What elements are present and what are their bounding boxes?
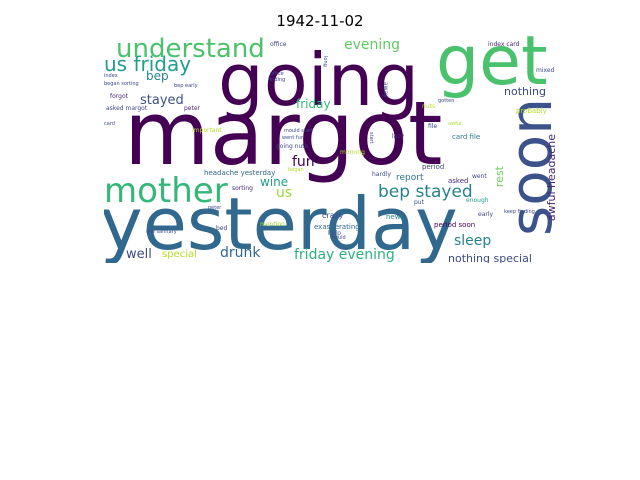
word: began sorting (104, 81, 139, 87)
word: wine (260, 175, 289, 189)
word: went (472, 173, 487, 180)
word: mould (330, 235, 346, 241)
word: stayed (140, 93, 184, 108)
word: mould start (284, 128, 313, 134)
word: evening (344, 37, 401, 53)
word: bep early (174, 83, 198, 89)
word: well (126, 247, 152, 262)
word: index (104, 73, 118, 79)
word: get (436, 36, 548, 101)
word: rest (493, 166, 506, 188)
word: friday (296, 97, 331, 111)
word: asked margot (106, 105, 148, 112)
word: card (104, 121, 115, 127)
word: awful headache (545, 134, 555, 222)
word: period soon (434, 221, 476, 229)
word: began (288, 167, 304, 173)
word: period (422, 163, 445, 171)
word: bep stayed (378, 182, 473, 202)
word: nothing special (448, 252, 532, 263)
word: start (368, 132, 374, 144)
word: morning (340, 149, 365, 156)
word: fun (292, 154, 315, 170)
word: help (328, 230, 341, 237)
word: gotten (438, 98, 455, 104)
word: margot (124, 82, 443, 185)
word: card file (452, 133, 481, 141)
word: mother (104, 171, 228, 211)
word: understand (116, 36, 265, 64)
word: office (270, 41, 287, 48)
word: exasperating (314, 223, 360, 231)
word: us (276, 185, 293, 201)
word: went fun (282, 135, 304, 141)
word: report (396, 173, 424, 183)
word: hardly (372, 171, 391, 178)
word: use sanitary (146, 229, 177, 235)
word: going nuts (276, 143, 308, 150)
word: bep (146, 69, 169, 83)
word: special (162, 249, 197, 260)
word: sleep (454, 233, 492, 249)
page-title: 1942-11-02 (276, 12, 364, 30)
word: friday evening (294, 247, 395, 263)
word: index card (488, 41, 520, 48)
word: nuts (422, 103, 436, 110)
word: going (218, 38, 420, 122)
word: lazy (392, 133, 405, 140)
word-cloud: margot yesterday going get soon mother u… (104, 36, 555, 263)
word: long (322, 56, 328, 67)
word: mixed (536, 67, 555, 74)
word: news (386, 213, 405, 221)
word: keep finding (504, 209, 535, 215)
word: office (270, 71, 284, 77)
word: put (414, 199, 424, 206)
word: yesterday (104, 182, 458, 263)
word: awful (448, 121, 462, 127)
word: peter (184, 105, 201, 112)
word: crazy (322, 211, 344, 220)
word: probably (516, 107, 547, 115)
word: bed (216, 225, 228, 232)
word: important (192, 127, 222, 134)
word: sorting (232, 185, 253, 192)
word: away (382, 82, 389, 98)
word: headache yesterday (204, 169, 276, 177)
word: nothing (504, 85, 546, 98)
word: enough (466, 197, 489, 204)
word: drunk (220, 245, 261, 261)
word: file (428, 123, 438, 130)
word: asked (448, 177, 469, 185)
word: early (478, 211, 494, 218)
word: us friday (104, 52, 192, 76)
word: peter (208, 205, 222, 211)
word: forgot (110, 93, 128, 100)
word: mention (260, 221, 285, 228)
word: finding (268, 77, 286, 83)
